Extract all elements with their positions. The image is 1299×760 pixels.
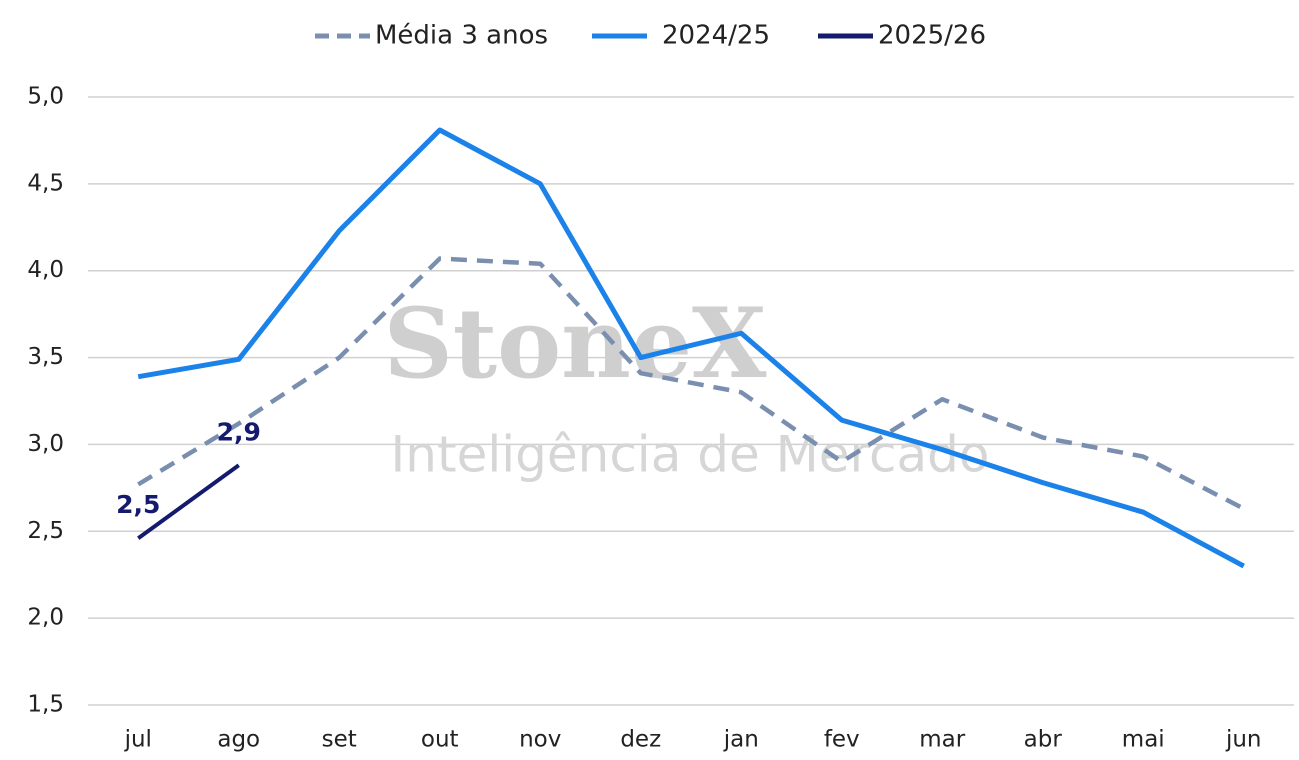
x-tick-label: ago (217, 727, 260, 753)
y-tick-label: 1,5 (27, 692, 64, 718)
data-label: 2,9 (217, 417, 261, 446)
x-tick-label: nov (519, 727, 561, 753)
x-tick-label: dez (620, 727, 661, 753)
x-tick-label: jun (1225, 727, 1262, 753)
series-line (137, 127, 1245, 569)
grid (88, 96, 1294, 706)
data-label: 2,5 (116, 490, 160, 519)
y-tick-label: 5,0 (27, 84, 64, 110)
x-tick-label: jan (723, 727, 759, 753)
y-tick-label: 4,0 (27, 257, 64, 283)
y-tick-label: 2,5 (27, 518, 64, 544)
x-tick-label: set (322, 727, 357, 753)
series-line (137, 463, 240, 540)
y-tick-label: 3,0 (27, 431, 64, 457)
x-tick-label: abr (1024, 727, 1063, 753)
x-tick-label: out (421, 727, 459, 753)
y-tick-label: 2,0 (27, 605, 64, 631)
x-tick-label: fev (824, 727, 860, 753)
series-line (137, 256, 1245, 511)
watermark-text: Inteligência de Mercado (391, 426, 990, 484)
y-tick-label: 4,5 (27, 170, 64, 196)
x-tick-label: mai (1122, 727, 1165, 753)
y-tick-label: 3,5 (27, 344, 64, 370)
legend-label: Média 3 anos (375, 21, 548, 51)
x-tick-label: mar (919, 727, 965, 753)
legend-label: 2024/25 (662, 21, 770, 51)
legend-label: 2025/26 (878, 21, 986, 51)
x-tick-label: jul (124, 727, 152, 753)
